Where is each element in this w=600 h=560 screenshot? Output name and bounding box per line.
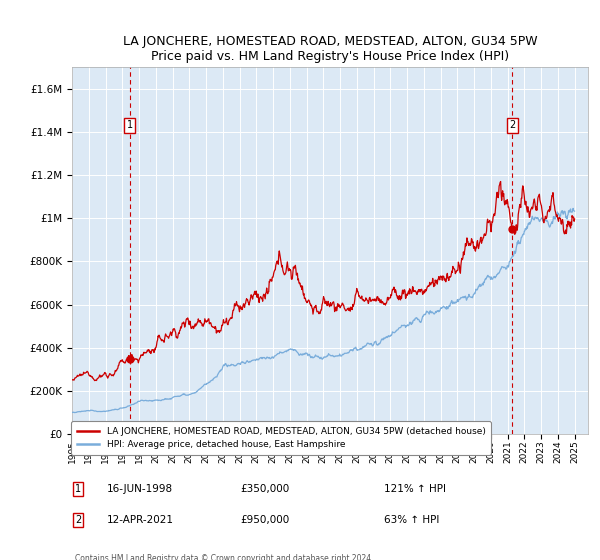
Text: 63% ↑ HPI: 63% ↑ HPI bbox=[384, 515, 439, 525]
Text: 1: 1 bbox=[75, 484, 81, 494]
Legend: LA JONCHERE, HOMESTEAD ROAD, MEDSTEAD, ALTON, GU34 5PW (detached house), HPI: Av: LA JONCHERE, HOMESTEAD ROAD, MEDSTEAD, A… bbox=[71, 422, 491, 455]
Text: 1: 1 bbox=[127, 120, 133, 130]
Text: 16-JUN-1998: 16-JUN-1998 bbox=[107, 484, 173, 494]
Text: 2: 2 bbox=[509, 120, 515, 130]
Text: 12-APR-2021: 12-APR-2021 bbox=[107, 515, 174, 525]
Text: £350,000: £350,000 bbox=[240, 484, 289, 494]
Text: 2: 2 bbox=[75, 515, 81, 525]
Text: Contains HM Land Registry data © Crown copyright and database right 2024.
This d: Contains HM Land Registry data © Crown c… bbox=[75, 554, 373, 560]
Title: LA JONCHERE, HOMESTEAD ROAD, MEDSTEAD, ALTON, GU34 5PW
Price paid vs. HM Land Re: LA JONCHERE, HOMESTEAD ROAD, MEDSTEAD, A… bbox=[122, 35, 538, 63]
Text: £950,000: £950,000 bbox=[240, 515, 289, 525]
Text: 121% ↑ HPI: 121% ↑ HPI bbox=[384, 484, 446, 494]
